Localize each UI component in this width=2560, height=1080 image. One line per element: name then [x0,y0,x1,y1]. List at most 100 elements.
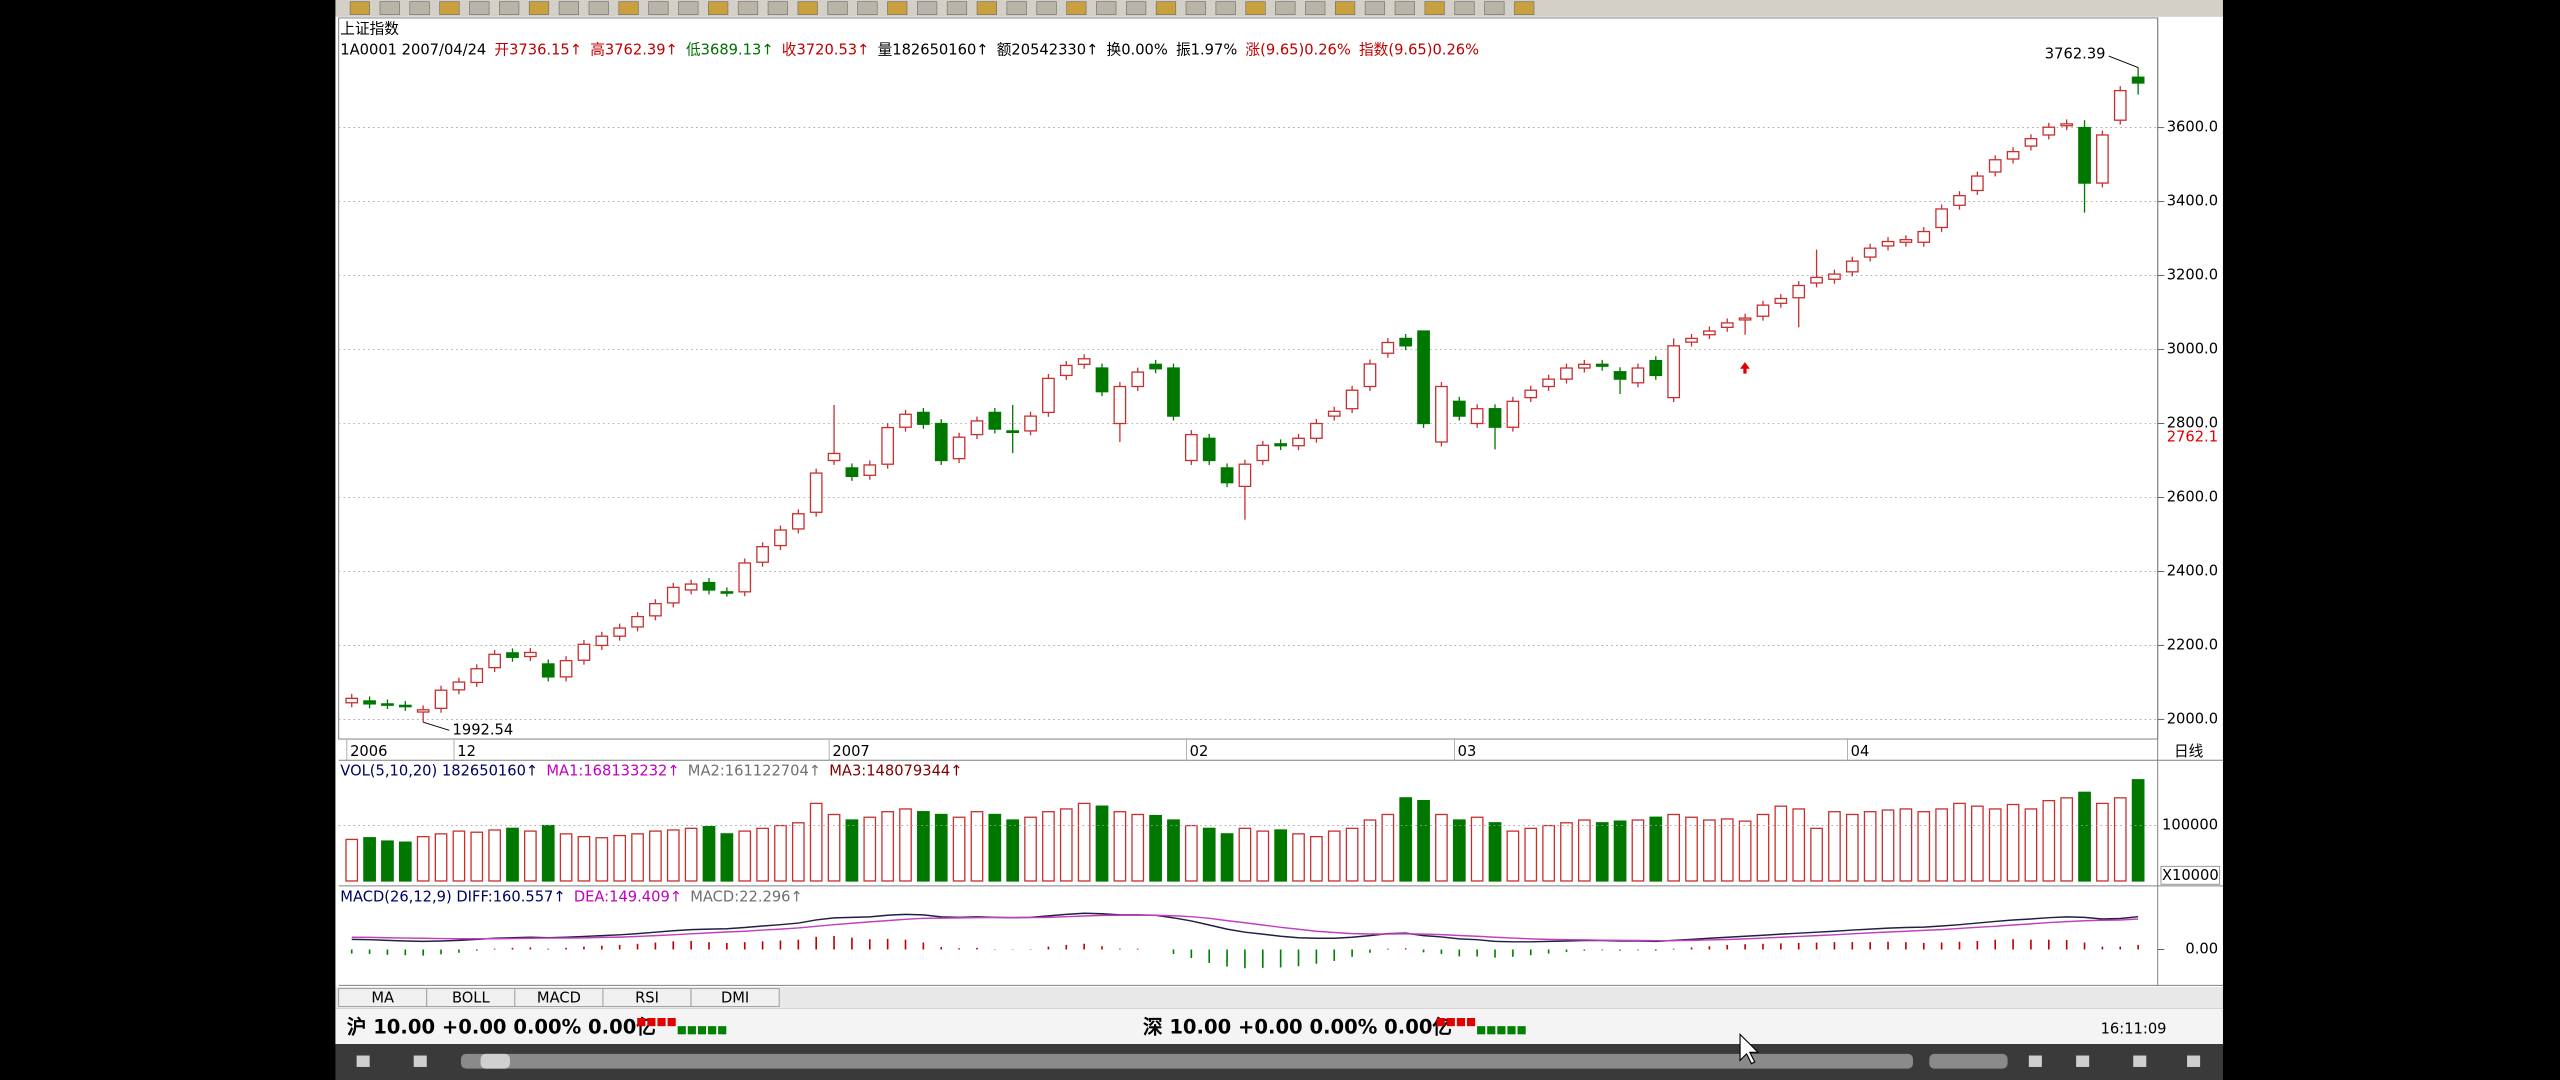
tab-label[interactable]: DMI [721,989,749,1006]
tab-label[interactable]: MA [371,989,394,1006]
volume-bar [577,835,591,882]
toolbar-button[interactable] [1215,1,1236,16]
volume-bar [1488,822,1502,882]
volume-bar [863,816,877,882]
tab-label[interactable]: BOLL [452,989,491,1006]
toolbar-button[interactable] [767,1,788,16]
seek-track[interactable] [461,1053,1913,1069]
toolbar-button[interactable] [1245,1,1266,16]
candle-body [1953,194,1966,206]
candle-body [756,546,769,563]
toolbar-button[interactable] [887,1,908,16]
player-button[interactable] [2133,1055,2147,1067]
player-button[interactable] [2187,1055,2201,1067]
tab-label[interactable]: RSI [635,989,659,1006]
bar-indicator [1517,1026,1526,1035]
toolbar-button[interactable] [528,1,550,16]
toolbar-button[interactable] [976,1,997,16]
toolbar-button[interactable] [797,1,818,16]
volume-bar [1238,827,1252,882]
bar-indicator [637,1018,646,1027]
macd-line [351,912,2139,943]
index-title: 上证指数 [340,20,399,37]
volume-bar [934,813,948,882]
toolbar-button[interactable] [708,1,729,16]
candle-body [1149,363,1162,370]
toolbar-button[interactable] [1275,1,1296,16]
toolbar-button[interactable] [1006,1,1027,16]
volume-bar [1756,813,1770,882]
toolbar-button[interactable] [618,1,639,16]
volume-bar [1560,822,1573,882]
low-leader [423,721,450,731]
seek-thumb[interactable] [480,1053,510,1069]
candle-body [1667,345,1681,399]
toolbar-button[interactable] [827,1,848,16]
volume-bar [666,829,680,882]
toolbar-button[interactable] [499,1,520,16]
bar-indicator [677,1026,686,1035]
toolbar-button[interactable] [678,1,699,16]
volume-bar [363,837,376,882]
y-tick-label: 3200.0 [2167,267,2218,284]
volume-bar [845,819,859,882]
toolbar-button[interactable] [1364,1,1386,16]
candle-body [2096,134,2109,184]
candle-body [416,709,430,713]
toolbar-button[interactable] [737,1,759,16]
candle-body [809,472,823,513]
toolbar-button[interactable] [648,1,669,16]
toolbar-button[interactable] [379,1,400,16]
volume-bar [2113,797,2127,882]
toolbar-button[interactable] [1066,1,1087,16]
candle-body [881,426,895,465]
candle-body [720,591,734,594]
toolbar-button[interactable] [439,1,460,16]
player-button[interactable] [2028,1055,2042,1067]
toolbar-button[interactable] [349,1,370,16]
tab[interactable] [690,988,780,1007]
toolbar-button[interactable] [1394,1,1415,16]
volume-bar [899,808,912,882]
toolbar-button[interactable] [857,1,878,16]
player-button[interactable] [356,1055,370,1067]
toolbar-button[interactable] [1096,1,1117,16]
toolbar-button[interactable] [1036,1,1057,16]
toolbar-button[interactable] [1334,1,1356,16]
toolbar-button[interactable] [409,1,430,16]
volume-bar [2060,797,2074,882]
tab-label[interactable]: MACD [537,989,581,1006]
candle-body [1310,422,1323,439]
toolbar-button[interactable] [1514,1,1535,16]
bar-indicator [1487,1026,1496,1035]
player-button[interactable] [2076,1055,2090,1067]
y-tick-label: 3400.0 [2167,193,2218,210]
toolbar-button[interactable] [588,1,609,16]
toolbar-button[interactable] [1424,1,1445,16]
candle-body [1202,437,1216,462]
toolbar-button[interactable] [917,1,938,16]
candle-body [398,704,412,708]
volume-track[interactable] [1929,1053,2008,1069]
candle-body [1435,385,1448,443]
toolbar-button[interactable] [1125,1,1147,16]
player-button[interactable] [413,1055,427,1067]
volume-bar [1595,822,1609,882]
toolbar-button[interactable] [1185,1,1206,16]
volume-bar [881,811,895,882]
toolbar-button[interactable] [558,1,579,16]
volume-bar [952,816,966,882]
toolbar-button[interactable] [946,1,968,16]
header-segment: 振1.97% [1176,42,1237,59]
toolbar-button[interactable] [469,1,490,16]
toolbar-button[interactable] [1484,1,1505,16]
candle-body [2113,89,2127,121]
candle-body [1649,359,1663,377]
bar-indicator [718,1026,727,1035]
toolbar-button[interactable] [1454,1,1475,16]
toolbar-button[interactable] [1155,1,1177,16]
tab-bar [335,987,2223,1009]
volume-bar [1220,833,1234,882]
bar-indicator [1436,1018,1445,1027]
toolbar-button[interactable] [1305,1,1326,16]
